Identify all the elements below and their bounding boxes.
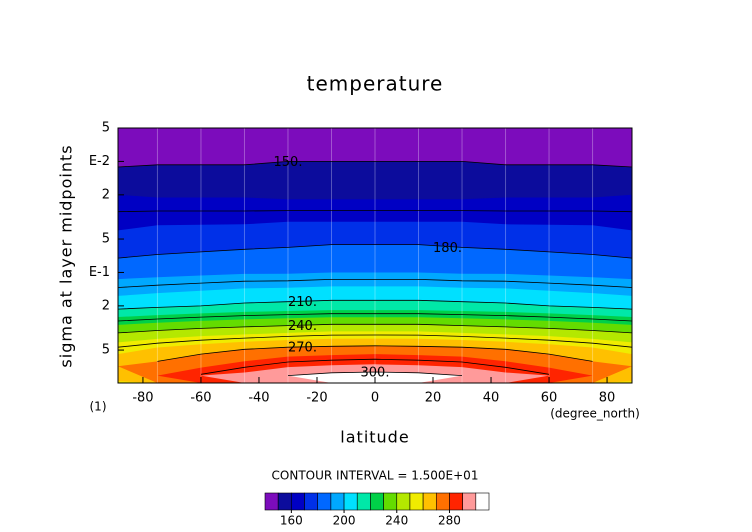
colorbar-box [291,492,305,511]
y-tick-label: E-2 [89,154,110,169]
contour-label: 270. [288,341,317,356]
colorbar-label: 240 [385,514,408,528]
colorbar-box [435,492,450,511]
colorbar-box [462,492,477,511]
colorbar-box [343,492,358,511]
colorbar-box [356,492,371,511]
x-tick-label: -60 [190,391,211,406]
x-tick-label: 60 [541,391,558,406]
x-tick-label: -40 [248,391,269,406]
contour-line [118,279,632,288]
contour-label: 210. [288,295,317,310]
fill-band [118,366,632,383]
colorbar-box [264,492,279,511]
colorbar-label: 160 [280,514,303,528]
contour-line [118,210,632,213]
colorbar-box [422,492,437,511]
colorbar-box [317,492,332,511]
contour-line [118,244,632,259]
colorbar-box [330,492,345,511]
y-tick-label: E-1 [89,265,110,280]
y-axis-title: sigma at layer midpoints [57,144,76,367]
y-tick-label: 2 [102,298,110,313]
contour-label: 180. [433,241,462,256]
x-axis-unit: (degree_north) [550,407,640,421]
contour-line [118,299,632,310]
contour-line [118,323,632,334]
contour-line [118,161,632,168]
y-tick-label: 2 [102,187,110,202]
y-axis-unit: (1) [90,400,107,414]
x-tick-label: 20 [425,391,442,406]
x-axis-title: latitude [340,428,409,447]
colorbar-label: 200 [333,514,356,528]
colorbar-box [449,492,463,511]
colorbar-box [396,492,411,511]
x-tick-label: 0 [371,391,379,406]
x-tick-label: 80 [599,391,616,406]
contour-line [287,371,463,376]
colorbar-box [370,492,384,511]
plot-area [118,128,632,383]
x-tick-label: 40 [483,391,500,406]
x-tick-label: -20 [306,391,327,406]
contour-label: 300. [361,366,390,381]
contour-line [157,345,593,362]
chart-title: temperature [307,72,444,96]
colorbar-box [475,492,490,511]
contour-label: 150. [274,155,303,170]
y-tick-label: 5 [102,121,110,136]
contour-line [118,334,632,348]
y-tick-label: 5 [102,232,110,247]
colorbar-label: 280 [438,514,461,528]
colorbar-box [409,492,424,511]
contour-interval: CONTOUR INTERVAL = 1.500E+01 [272,469,479,483]
x-tick-label: -80 [132,391,153,406]
contour-line [118,313,632,322]
colorbar-box [383,492,398,511]
colorbar-box [277,492,292,511]
contour-label: 240. [288,319,317,334]
y-tick-label: 5 [102,343,110,358]
colorbar-box [304,492,319,511]
